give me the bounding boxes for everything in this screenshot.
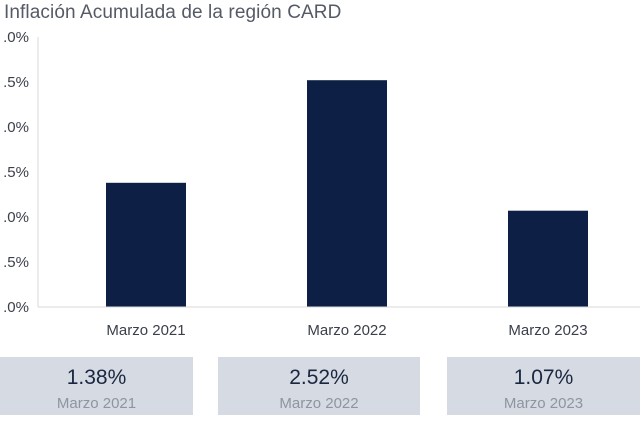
bar xyxy=(106,182,186,307)
summary-value: 1.07% xyxy=(513,366,574,389)
x-tick-label: Marzo 2021 xyxy=(106,322,185,339)
y-axis: .0% .5% .0% .5% .0% .5% .0% xyxy=(3,29,39,316)
summary-card-2023: 1.07% Marzo 2023 xyxy=(447,357,640,415)
y-tick-label: .0% xyxy=(3,209,29,226)
y-tick-label: .0% xyxy=(3,299,29,316)
y-tick-label: .0% xyxy=(3,119,29,136)
summary-card-2021: 1.38% Marzo 2021 xyxy=(0,357,193,415)
y-tick-label: .5% xyxy=(3,254,29,271)
y-tick-label: .0% xyxy=(3,29,29,46)
summary-label: Marzo 2021 xyxy=(56,395,137,412)
bars xyxy=(106,80,588,307)
summary-value: 1.38% xyxy=(66,366,127,389)
bar xyxy=(307,80,387,307)
bar xyxy=(508,210,588,307)
x-axis: Marzo 2021 Marzo 2022 Marzo 2023 xyxy=(38,306,640,339)
summary-label: Marzo 2022 xyxy=(279,395,359,412)
y-tick-label: .5% xyxy=(3,164,29,181)
y-tick-label: .5% xyxy=(3,74,29,91)
x-tick-label: Marzo 2022 xyxy=(307,322,386,339)
bar-chart: .0%.5%.0%.5%.0%.5%.0% Marzo 2021 Marzo 20… xyxy=(3,29,640,339)
summary-value: 2.52% xyxy=(289,366,349,389)
chart-title: Inflación Acumulada de la región CARD xyxy=(4,2,342,23)
x-tick-label: Marzo 2023 xyxy=(508,322,587,339)
summary-label: Marzo 2023 xyxy=(503,395,584,412)
summary-card-2022: 2.52% Marzo 2022 xyxy=(218,357,420,415)
